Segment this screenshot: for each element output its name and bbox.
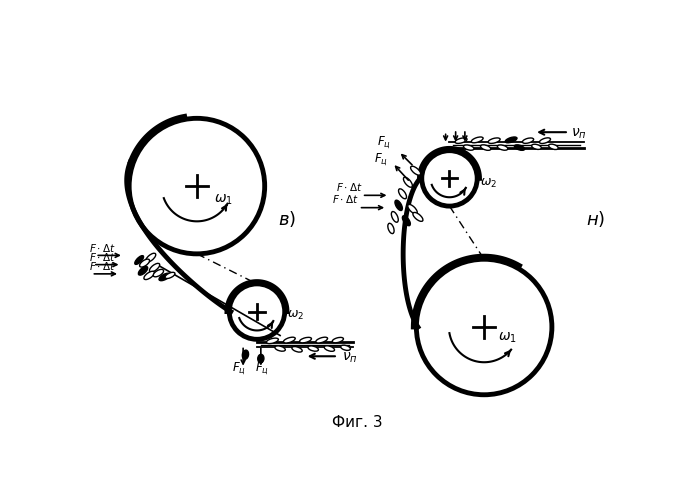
- Text: $F\cdot\Delta t$: $F\cdot\Delta t$: [89, 242, 116, 253]
- Ellipse shape: [243, 350, 249, 359]
- Ellipse shape: [522, 138, 533, 143]
- Ellipse shape: [388, 223, 394, 234]
- Ellipse shape: [463, 145, 474, 150]
- Text: $\nu_п$: $\nu_п$: [342, 351, 357, 365]
- Ellipse shape: [275, 346, 285, 351]
- Ellipse shape: [413, 213, 423, 221]
- Circle shape: [418, 261, 551, 394]
- Ellipse shape: [153, 270, 164, 277]
- Ellipse shape: [488, 138, 500, 143]
- Circle shape: [423, 152, 476, 205]
- Ellipse shape: [159, 273, 170, 281]
- Circle shape: [231, 285, 283, 338]
- Text: $F_ц$: $F_ц$: [232, 361, 246, 377]
- Ellipse shape: [395, 200, 403, 211]
- Ellipse shape: [292, 346, 302, 352]
- Ellipse shape: [144, 271, 154, 279]
- Ellipse shape: [455, 138, 467, 143]
- Ellipse shape: [340, 345, 350, 350]
- Ellipse shape: [471, 137, 483, 143]
- Text: $\omega_2$: $\omega_2$: [287, 309, 304, 322]
- Text: $\nu_п$: $\nu_п$: [571, 127, 587, 141]
- Text: $\omega_1$: $\omega_1$: [498, 331, 517, 345]
- Ellipse shape: [135, 256, 143, 264]
- Ellipse shape: [299, 338, 312, 343]
- Text: $F_ц$: $F_ц$: [255, 361, 269, 377]
- Ellipse shape: [308, 346, 319, 351]
- Ellipse shape: [145, 253, 156, 262]
- Text: $F_ц$: $F_ц$: [374, 152, 388, 168]
- Text: $F\cdot\Delta t$: $F\cdot\Delta t$: [89, 260, 116, 272]
- Text: $F\cdot\Delta t$: $F\cdot\Delta t$: [336, 181, 362, 193]
- Ellipse shape: [165, 272, 175, 278]
- Ellipse shape: [258, 354, 264, 363]
- Text: $F\cdot\Delta t$: $F\cdot\Delta t$: [333, 193, 359, 205]
- Text: $F_ц$: $F_ц$: [377, 135, 391, 152]
- Ellipse shape: [403, 177, 412, 187]
- Ellipse shape: [403, 216, 410, 226]
- Text: $н)$: $н)$: [586, 209, 605, 229]
- Ellipse shape: [283, 337, 295, 343]
- Ellipse shape: [391, 212, 398, 222]
- Ellipse shape: [540, 138, 551, 144]
- Text: $F\cdot\Delta t$: $F\cdot\Delta t$: [89, 251, 116, 263]
- Ellipse shape: [266, 338, 278, 343]
- Text: $в)$: $в)$: [278, 209, 296, 229]
- Ellipse shape: [480, 145, 491, 151]
- Text: $\omega_2$: $\omega_2$: [480, 177, 496, 190]
- Ellipse shape: [150, 263, 159, 272]
- Ellipse shape: [505, 137, 517, 143]
- Ellipse shape: [316, 337, 328, 343]
- Text: $\omega_1$: $\omega_1$: [214, 193, 233, 208]
- Ellipse shape: [410, 166, 421, 175]
- Ellipse shape: [140, 259, 150, 267]
- Ellipse shape: [549, 144, 559, 150]
- Ellipse shape: [408, 205, 417, 214]
- Text: Фиг. 3: Фиг. 3: [332, 415, 382, 430]
- Circle shape: [131, 120, 264, 252]
- Ellipse shape: [398, 189, 407, 199]
- Ellipse shape: [514, 145, 525, 151]
- Ellipse shape: [332, 338, 343, 343]
- Ellipse shape: [498, 145, 508, 150]
- Ellipse shape: [138, 267, 147, 275]
- Ellipse shape: [324, 346, 335, 351]
- Ellipse shape: [532, 144, 541, 150]
